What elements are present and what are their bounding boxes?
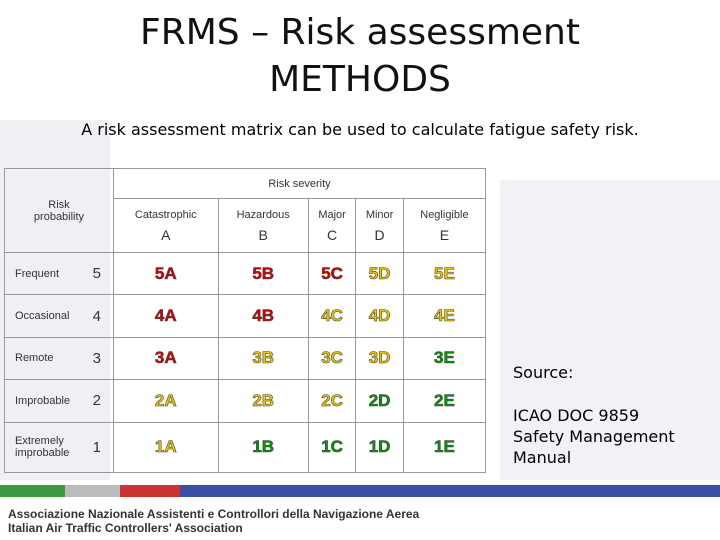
severity-header: Risk severity [113, 168, 486, 199]
footer-text: Associazione Nazionale Assistenti e Cont… [8, 507, 420, 521]
risk-cell: 3B [217, 336, 309, 381]
source-line: ICAO DOC 9859 [513, 406, 640, 425]
severity-cell: Catastrophic A [113, 198, 219, 253]
risk-cell: 1C [307, 421, 357, 473]
probability-cell: Frequent 5 [4, 251, 114, 296]
probability-cell: Improbable 2 [4, 379, 114, 423]
risk-cell: 2A [113, 379, 219, 423]
header-row: Catastrophic A Hazardous B Major C Minor D Negli… [5, 198, 487, 253]
severity-letter: D [374, 226, 385, 243]
severity-letter: A [161, 226, 171, 243]
probability-cell: Occasional 4 [4, 294, 114, 338]
risk-cell: 4C [307, 294, 357, 338]
risk-cell: 2D [355, 379, 404, 423]
title: FRMS – Risk assessment [140, 12, 580, 53]
probability-name: Remote [15, 352, 54, 365]
severity-letter: C [327, 226, 338, 243]
matrix-row: Extremely improbable 1 1A 1B 1C 1D 1E [4, 421, 487, 473]
footer-bar [120, 485, 180, 497]
footer-text: Italian Air Traffic Controllers' Associa… [8, 521, 243, 535]
severity-name: Major [318, 208, 346, 221]
risk-cell: 1B [217, 421, 309, 473]
source-line: Safety Management [513, 427, 675, 446]
risk-cell: 4E [402, 294, 487, 338]
risk-cell: 4D [355, 294, 404, 338]
risk-cell: 2C [307, 379, 357, 423]
probability-number: 2 [92, 392, 101, 410]
risk-cell: 5A [113, 251, 219, 296]
probability-name: Extremely improbable [15, 435, 70, 460]
probability-name: Frequent [15, 267, 60, 280]
probability-cell: Remote 3 [4, 336, 114, 381]
risk-cell: 5C [307, 251, 357, 296]
probability-name: Occasional [15, 310, 70, 323]
risk-cell: 4A [113, 294, 219, 338]
matrix-row: Frequent 5 5A 5B 5C 5D 5E [4, 251, 487, 296]
severity-letter: B [258, 226, 268, 243]
header-row: Risk probability Risk severity [4, 168, 486, 253]
risk-cell: 1D [355, 421, 404, 473]
probability-wrap: Improbable 2 [15, 392, 113, 409]
risk-cell: 4B [217, 294, 309, 338]
probability-number: 5 [92, 265, 101, 283]
footer-bar [0, 485, 720, 497]
matrix-row: Improbable 2 2A 2B 2C 2D 2E [4, 379, 487, 423]
risk-cell: 3E [402, 336, 487, 381]
probability-number: 1 [92, 438, 101, 456]
probability-number: 3 [92, 349, 101, 367]
severity-cell: Major C [307, 198, 357, 253]
severity-name: Catastrophic [134, 208, 197, 221]
risk-cell: 5B [217, 251, 309, 296]
matrix-row: Remote 3 3A 3B 3C 3D 3E [4, 336, 487, 381]
probability-wrap: Occasional 4 [15, 308, 113, 325]
risk-matrix: Risk probability Risk severity Catastrophi… [4, 168, 487, 473]
matrix-row: Occasional 4 4A 4B 4C 4D 4E [4, 294, 487, 338]
header-text: Risk probability [33, 198, 85, 223]
footer-bar [65, 485, 120, 497]
probability-header: Risk probability [4, 168, 114, 253]
risk-cell: 3D [355, 336, 404, 381]
title: METHODS [269, 59, 451, 100]
severity-letter: E [439, 226, 450, 243]
risk-cell: 1A [113, 421, 219, 473]
risk-cell: 5D [355, 251, 404, 296]
probability-cell: Extremely improbable 1 [4, 421, 114, 473]
risk-cell: 5E [402, 251, 487, 296]
risk-cell: 1E [402, 421, 487, 473]
severity-name: Minor [365, 208, 394, 221]
probability-number: 4 [92, 307, 101, 325]
source-text: ICAO DOC 9859 Safety Management Manual [513, 405, 675, 468]
background-logo [500, 180, 720, 480]
severity-cell: Hazardous B [217, 198, 309, 253]
risk-cell: 2B [217, 379, 309, 423]
source-line: Manual [513, 448, 572, 467]
probability-wrap: Remote 3 [15, 350, 113, 367]
risk-cell: 3C [307, 336, 357, 381]
risk-cell: 2E [402, 379, 487, 423]
subtitle: A risk assessment matrix can be used to … [81, 120, 639, 139]
footer-bar [0, 485, 65, 497]
probability-wrap: Extremely improbable 1 [15, 435, 113, 459]
probability-name: Improbable [15, 394, 71, 407]
source-label: Source: [513, 363, 574, 382]
severity-cell: Negligible E [402, 198, 487, 253]
severity-name: Negligible [420, 208, 469, 221]
severity-name: Hazardous [236, 208, 290, 221]
probability-wrap: Frequent 5 [15, 265, 113, 282]
severity-cell: Minor D [355, 198, 404, 253]
risk-cell: 3A [113, 336, 219, 381]
